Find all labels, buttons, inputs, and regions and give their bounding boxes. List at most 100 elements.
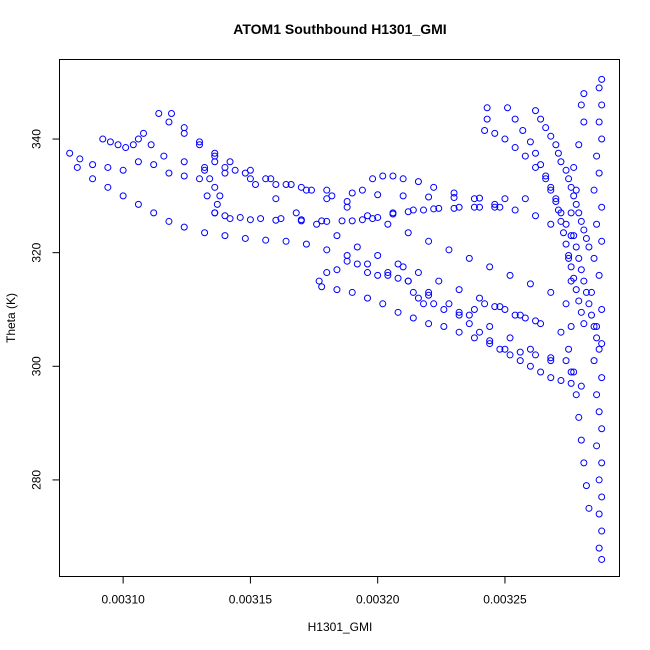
data-point: [504, 104, 511, 112]
data-point: [315, 277, 323, 285]
data-point: [588, 288, 595, 296]
data-point: [598, 425, 606, 433]
data-point: [333, 232, 341, 240]
data-point: [593, 442, 601, 450]
data-point: [537, 368, 545, 376]
data-point: [506, 351, 514, 359]
data-point: [384, 269, 392, 277]
data-point: [501, 195, 509, 203]
data-point: [323, 195, 331, 203]
y-tick-label: 340: [30, 129, 44, 149]
data-point: [590, 186, 598, 194]
data-point: [353, 260, 361, 268]
data-point: [308, 186, 315, 194]
y-axis: 280 300 320 340: [30, 129, 60, 490]
data-point: [262, 236, 270, 244]
data-point: [598, 75, 606, 83]
data-point: [445, 246, 453, 254]
data-point: [394, 274, 402, 282]
data-point: [374, 191, 382, 199]
data-point: [595, 408, 603, 416]
data-point: [511, 144, 519, 152]
data-point: [211, 158, 219, 166]
data-point: [516, 357, 524, 365]
data-point: [272, 180, 280, 188]
data-point: [562, 220, 570, 228]
data-point: [414, 178, 422, 186]
data-point: [323, 217, 331, 225]
data-point: [593, 323, 601, 331]
data-point: [313, 220, 321, 228]
data-point: [580, 226, 588, 234]
data-point: [547, 288, 555, 296]
data-point: [570, 274, 578, 282]
data-point: [570, 232, 578, 240]
data-point: [425, 320, 433, 328]
x-tick-label: 0.00325: [483, 593, 527, 607]
data-point: [150, 209, 158, 217]
data-point: [343, 198, 351, 206]
data-point: [491, 303, 499, 311]
data-point: [374, 252, 382, 260]
data-points: [66, 75, 606, 563]
data-point: [470, 334, 478, 342]
data-point: [455, 328, 463, 336]
data-point: [180, 172, 188, 180]
data-point: [323, 246, 331, 254]
data-point: [577, 308, 585, 316]
data-point: [221, 232, 229, 240]
data-point: [323, 186, 331, 194]
data-point: [598, 135, 606, 143]
data-point: [221, 212, 229, 220]
data-point: [511, 115, 519, 123]
data-point: [532, 163, 539, 171]
data-point: [526, 345, 534, 353]
data-point: [150, 161, 158, 169]
data-point: [165, 217, 173, 225]
data-point: [598, 493, 606, 501]
data-point: [598, 527, 606, 535]
data-point: [99, 135, 107, 143]
data-point: [572, 286, 580, 294]
data-point: [114, 141, 122, 149]
data-point: [572, 200, 580, 208]
data-point: [598, 305, 606, 313]
data-point: [404, 229, 412, 237]
data-point: [414, 269, 422, 277]
data-point: [486, 337, 494, 345]
data-point: [470, 203, 478, 211]
data-point: [180, 223, 188, 231]
data-point: [516, 311, 524, 319]
data-point: [282, 180, 290, 188]
data-point: [598, 340, 606, 348]
data-point: [580, 320, 588, 328]
data-point: [267, 175, 275, 183]
data-point: [511, 311, 519, 319]
data-point: [201, 166, 209, 174]
data-point: [196, 138, 203, 146]
data-point: [440, 323, 448, 331]
data-point: [119, 192, 127, 200]
x-axis: 0.00310 0.00315 0.00320 0.00325: [101, 576, 527, 607]
data-point: [455, 203, 463, 211]
data-point: [369, 175, 377, 183]
y-tick-label: 320: [30, 242, 44, 262]
data-point: [333, 286, 341, 294]
data-point: [246, 216, 254, 224]
data-point: [486, 263, 494, 271]
data-point: [567, 368, 575, 376]
data-point: [404, 208, 412, 216]
data-point: [483, 104, 491, 112]
data-point: [491, 203, 499, 211]
y-tick-label: 280: [30, 470, 44, 490]
data-point: [168, 109, 175, 117]
data-point: [338, 217, 346, 225]
data-point: [595, 169, 603, 177]
data-point: [211, 183, 219, 191]
data-point: [455, 311, 463, 319]
data-point: [567, 323, 575, 331]
data-point: [323, 269, 331, 277]
data-point: [547, 186, 555, 194]
data-point: [557, 376, 565, 384]
